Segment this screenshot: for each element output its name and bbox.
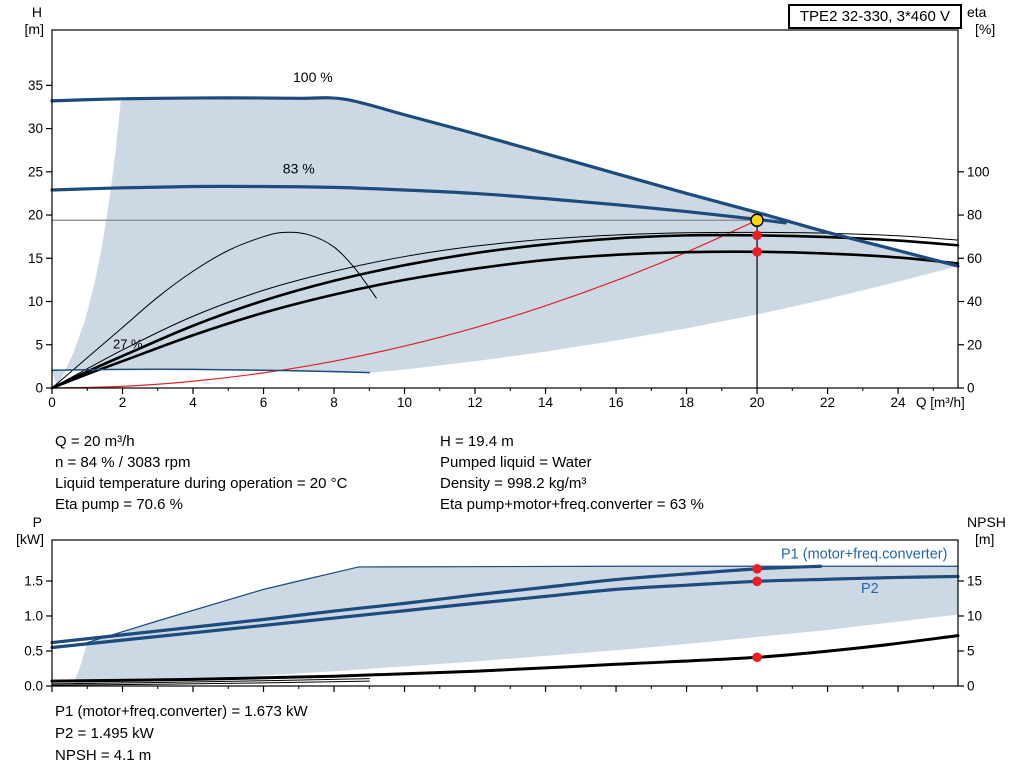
info-npsh: NPSH = 4.1 m (55, 747, 152, 764)
yleft-tick-label: 35 (28, 78, 43, 93)
speed-curve-27pct (51, 368, 371, 374)
npsh-point (752, 652, 762, 663)
yright-axis-title: eta (967, 4, 987, 20)
yright-axis-unit: [%] (975, 21, 995, 37)
eta-pump-point (752, 230, 762, 241)
yright-tick-label: 0 (967, 679, 975, 694)
power-npsh-chart-border (51, 539, 959, 687)
info-head: H = 19.4 m (440, 433, 514, 450)
yleft-tick-label: 20 (28, 208, 43, 223)
curve-label: P1 (motor+freq.converter) (781, 547, 947, 563)
hq-eta-chart[interactable]: 0 2 4 6 8 10 12 14 16 18 20 22 240510152025303502040… (25, 4, 996, 410)
yleft-axis-title: H (32, 4, 42, 20)
power-info: P1 (motor+freq.converter) = 1.673 kW P2 … (55, 701, 308, 767)
info-liquid-temp: Liquid temperature during operation = 20… (55, 475, 348, 492)
yleft-tick-label: 25 (28, 164, 43, 179)
yright-tick-label: 20 (967, 337, 982, 352)
eta-thin-lowspeed (51, 231, 377, 389)
info-p1: P1 (motor+freq.converter) = 1.673 kW (55, 703, 308, 720)
info-eta-pump: Eta pump = 70.6 % (55, 496, 183, 513)
info-flow: Q = 20 m³/h (55, 433, 135, 450)
duty-info-left: Q = 20 m³/h n = 84 % / 3083 rpm Liquid t… (55, 431, 347, 515)
info-density: Density = 998.2 kg/m³ (440, 475, 587, 492)
x-tick-label: 16 (609, 395, 624, 410)
yleft-tick-label: 1.0 (24, 608, 43, 623)
power-npsh-chart[interactable]: 0.0 0.5 1.0 1.5 0 5 10 15 P[kW] NPSH[m] P1 (motor+… (16, 514, 1006, 694)
yleft-axis-unit: [kW] (16, 531, 44, 547)
curve-label: 27 % (113, 337, 143, 352)
x-tick-label: 6 (260, 395, 268, 410)
x-tick-label: 8 (330, 395, 338, 410)
curve-label: P2 (861, 581, 879, 597)
yright-tick-label: 40 (967, 294, 982, 309)
eta-total-curve (50, 250, 960, 390)
info-speed: n = 84 % / 3083 rpm (55, 454, 191, 471)
yleft-tick-label: 0.5 (24, 643, 43, 658)
low-speed-power-2 (51, 680, 370, 686)
power-envelope (73, 566, 959, 685)
yright-tick-label: 5 (967, 643, 975, 658)
yright-tick-label: 15 (967, 573, 982, 588)
npsh-curve (50, 634, 960, 683)
duty-point (750, 213, 764, 227)
p2-curve (50, 574, 960, 650)
yleft-axis-title: P (33, 514, 42, 530)
x-tick-label: 12 (468, 395, 483, 410)
x-tick-label: 0 (48, 395, 56, 410)
curve-label: 83 % (283, 161, 315, 177)
info-eta-total: Eta pump+motor+freq.converter = 63 % (440, 496, 704, 513)
x-tick-label: 2 (119, 395, 127, 410)
yleft-tick-label: 0 (35, 381, 43, 396)
yleft-tick-label: 0.0 (24, 679, 43, 694)
speed-curve-100pct (50, 96, 960, 268)
info-p2: P2 = 1.495 kW (55, 725, 154, 742)
yleft-tick-label: 1.5 (24, 573, 43, 588)
system-curve (51, 219, 758, 389)
envelope-top-line (86, 565, 959, 644)
yright-tick-label: 100 (967, 164, 990, 179)
pump-title: TPE2 32-330, 3*460 V (799, 8, 950, 25)
low-speed-power-1 (51, 678, 370, 685)
curve-label: 100 % (293, 69, 333, 85)
yleft-axis-unit: [m] (25, 21, 44, 37)
eta-pump-curve (50, 233, 960, 390)
p2-point (752, 576, 762, 587)
yleft-tick-label: 30 (28, 121, 43, 136)
x-tick-label: 18 (679, 395, 694, 410)
yleft-tick-label: 10 (28, 294, 43, 309)
info-pumped-liquid: Pumped liquid = Water (440, 454, 592, 471)
p1-point (752, 564, 762, 574)
x-tick-label: 24 (891, 395, 907, 410)
yright-tick-label: 80 (967, 208, 982, 223)
yright-axis-title: NPSH (967, 514, 1006, 530)
hq-eta-chart-border (51, 29, 959, 389)
x-tick-label: 14 (538, 395, 554, 410)
eta-total-point (752, 247, 762, 257)
x-tick-label: 22 (820, 395, 835, 410)
speed-curve-83pct (50, 184, 787, 225)
pump-title-box: TPE2 32-330, 3*460 V (787, 4, 962, 29)
x-tick-label: 20 (750, 395, 765, 410)
eta-thin-100pct (51, 231, 959, 389)
x-axis-title: Q [m³/h] (916, 395, 965, 410)
yright-tick-label: 60 (967, 251, 982, 266)
yleft-tick-label: 5 (35, 337, 43, 352)
yright-tick-label: 10 (967, 608, 982, 623)
p1-curve (50, 564, 823, 645)
yright-tick-label: 0 (967, 381, 975, 396)
x-tick-label: 4 (189, 395, 197, 410)
duty-info-right: H = 19.4 m Pumped liquid = Water Density… (440, 431, 704, 515)
yright-axis-unit: [m] (975, 531, 994, 547)
yleft-tick-label: 15 (28, 251, 43, 266)
x-tick-label: 10 (397, 395, 412, 410)
